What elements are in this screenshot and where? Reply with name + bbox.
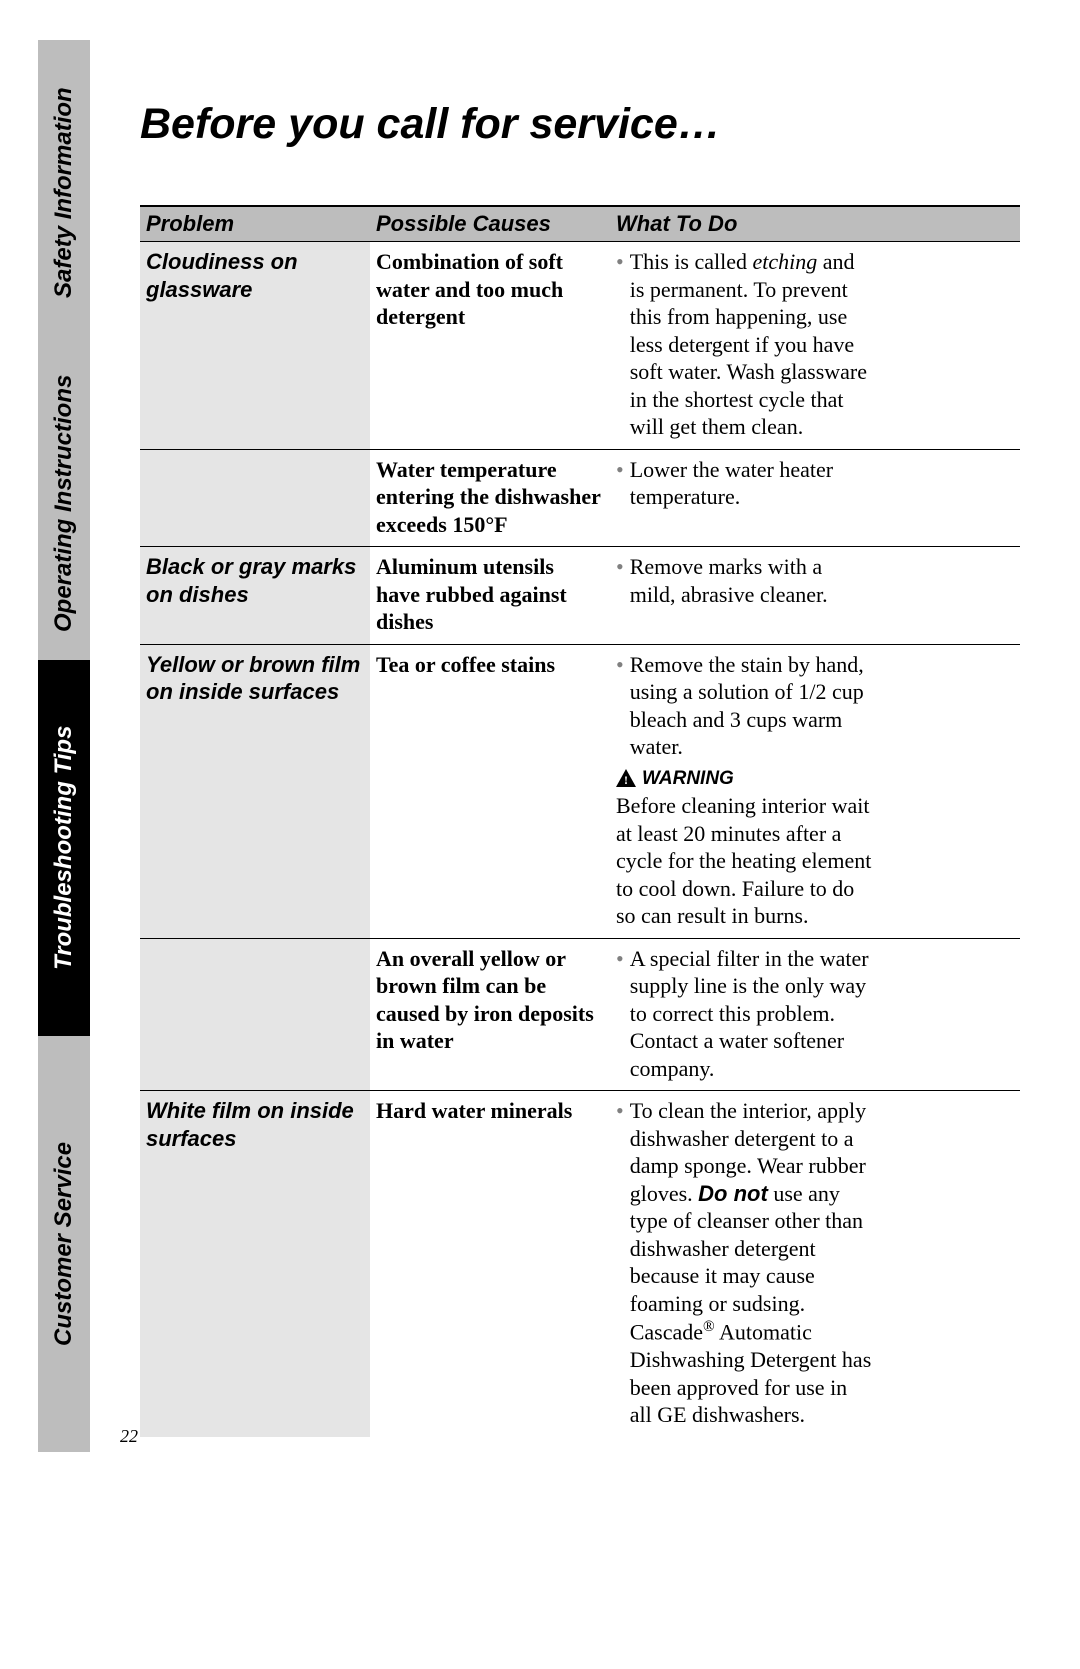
todo-cell: •Lower the water heater temperature. bbox=[610, 450, 880, 547]
table-row: White film on inside surfaces Hard water … bbox=[140, 1091, 1020, 1436]
cause-text: Tea or coffee stains bbox=[376, 651, 602, 679]
todo-item: •Remove the stain by hand, using a solut… bbox=[616, 651, 872, 761]
main-content: Before you call for service… Problem Pos… bbox=[140, 100, 1020, 1437]
todo-cell: •A special filter in the water supply li… bbox=[610, 939, 880, 1091]
cause-text: Combination of soft water and too much d… bbox=[376, 248, 602, 331]
todo-item: •This is called etching and is permanent… bbox=[616, 248, 872, 441]
tab-safety-information[interactable]: Safety Information bbox=[38, 38, 90, 346]
bullet-icon: • bbox=[616, 553, 624, 608]
todo-cell: •Remove the stain by hand, using a solut… bbox=[610, 645, 880, 938]
cause-text: Water temperature entering the dishwashe… bbox=[376, 456, 602, 539]
todo-item: •Remove marks with a mild, abrasive clea… bbox=[616, 553, 872, 608]
bullet-icon: • bbox=[616, 1097, 624, 1428]
page-number: 22 bbox=[120, 1426, 138, 1447]
bullet-icon: • bbox=[616, 651, 624, 761]
todo-cell: •To clean the interior, apply dishwasher… bbox=[610, 1091, 880, 1436]
cause-cell: Combination of soft water and too much d… bbox=[370, 242, 610, 449]
warning-text: Before cleaning interior wait at least 2… bbox=[616, 792, 872, 930]
todo-text: A special filter in the water supply lin… bbox=[630, 945, 872, 1083]
table-row: Black or gray marks on dishes Aluminum ut… bbox=[140, 547, 1020, 645]
table-row: An overall yellow or brown film can be c… bbox=[140, 939, 1020, 1092]
problem-text: Black or gray marks on dishes bbox=[146, 553, 362, 608]
problem-text: Yellow or brown film on inside surfaces bbox=[146, 651, 362, 706]
problem-cell: Cloudiness on glassware bbox=[140, 242, 370, 449]
cause-text: An overall yellow or brown film can be c… bbox=[376, 945, 602, 1055]
problem-text: Cloudiness on glassware bbox=[146, 248, 362, 303]
problem-cell bbox=[140, 939, 370, 1091]
troubleshooting-table: Problem Possible Causes What To Do Cloud… bbox=[140, 205, 1020, 1437]
cause-cell: Water temperature entering the dishwashe… bbox=[370, 450, 610, 547]
page-title: Before you call for service… bbox=[140, 100, 1020, 149]
cause-cell: Hard water minerals bbox=[370, 1091, 610, 1436]
todo-cell: •This is called etching and is permanent… bbox=[610, 242, 880, 449]
cause-cell: Tea or coffee stains bbox=[370, 645, 610, 938]
problem-cell: Black or gray marks on dishes bbox=[140, 547, 370, 644]
todo-text: Remove marks with a mild, abrasive clean… bbox=[630, 553, 872, 608]
bullet-icon: • bbox=[616, 248, 624, 441]
cause-cell: An overall yellow or brown film can be c… bbox=[370, 939, 610, 1091]
tab-troubleshooting-tips[interactable]: Troubleshooting Tips bbox=[38, 660, 90, 1036]
problem-cell: White film on inside surfaces bbox=[140, 1091, 370, 1436]
todo-item: •Lower the water heater temperature. bbox=[616, 456, 872, 511]
bullet-icon: • bbox=[616, 945, 624, 1083]
todo-text: This is called etching and is permanent.… bbox=[630, 248, 872, 441]
cause-text: Hard water minerals bbox=[376, 1097, 602, 1125]
tab-operating-instructions[interactable]: Operating Instructions bbox=[38, 346, 90, 660]
tab-customer-service[interactable]: Customer Service bbox=[38, 1036, 90, 1452]
todo-cell: •Remove marks with a mild, abrasive clea… bbox=[610, 547, 880, 644]
todo-item: •To clean the interior, apply dishwasher… bbox=[616, 1097, 872, 1428]
todo-text: Remove the stain by hand, using a soluti… bbox=[630, 651, 872, 761]
cause-text: Aluminum utensils have rubbed against di… bbox=[376, 553, 602, 636]
problem-cell bbox=[140, 450, 370, 547]
problem-cell: Yellow or brown film on inside surfaces bbox=[140, 645, 370, 938]
table-row: Yellow or brown film on inside surfaces T… bbox=[140, 645, 1020, 939]
header-causes: Possible Causes bbox=[370, 207, 610, 241]
todo-text: Lower the water heater temperature. bbox=[630, 456, 872, 511]
bullet-icon: • bbox=[616, 456, 624, 511]
header-what-to-do: What To Do bbox=[610, 207, 880, 241]
todo-item: •A special filter in the water supply li… bbox=[616, 945, 872, 1083]
sidebar-tabs: Safety Information Operating Instruction… bbox=[38, 38, 90, 1452]
table-row: Cloudiness on glassware Combination of so… bbox=[140, 242, 1020, 450]
warning-label: WARNING bbox=[642, 767, 734, 791]
problem-text: White film on inside surfaces bbox=[146, 1097, 362, 1152]
header-problem: Problem bbox=[140, 207, 370, 241]
todo-text: To clean the interior, apply dishwasher … bbox=[630, 1097, 872, 1428]
cause-cell: Aluminum utensils have rubbed against di… bbox=[370, 547, 610, 644]
table-header-row: Problem Possible Causes What To Do bbox=[140, 205, 1020, 242]
warning-triangle-icon: ! bbox=[616, 769, 636, 787]
warning-heading: ! WARNING bbox=[616, 767, 872, 791]
svg-text:!: ! bbox=[624, 773, 628, 787]
table-row: Water temperature entering the dishwashe… bbox=[140, 450, 1020, 548]
table-body: Cloudiness on glassware Combination of so… bbox=[140, 242, 1020, 1437]
